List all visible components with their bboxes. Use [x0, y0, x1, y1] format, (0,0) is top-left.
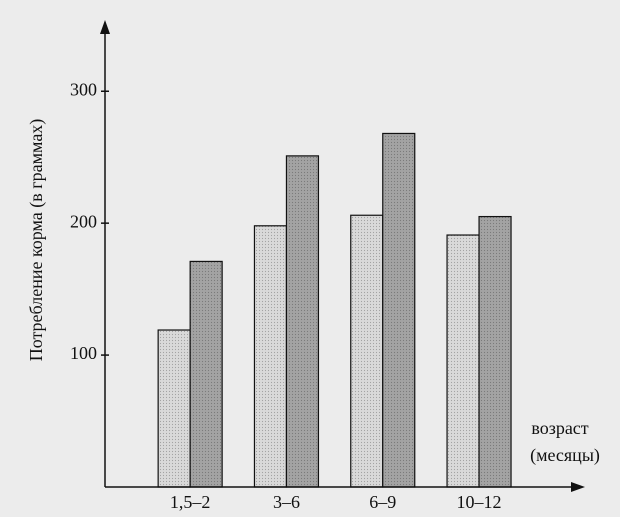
x-axis-label: (месяцы): [530, 445, 600, 466]
x-tick-label: 3–6: [273, 492, 300, 512]
y-axis-arrow: [100, 20, 110, 34]
x-axis-arrow: [571, 482, 585, 492]
y-tick-label: 100: [70, 343, 97, 363]
bar-texture: [479, 216, 512, 488]
bar-texture: [254, 225, 287, 487]
bar-texture: [158, 330, 191, 487]
bar-texture: [447, 235, 480, 487]
x-tick-label: 10–12: [457, 492, 502, 512]
x-axis-label: возраст: [531, 418, 588, 438]
bar-texture: [286, 155, 319, 487]
y-tick-label: 200: [70, 211, 97, 231]
y-axis-label: Потребление корма (в граммах): [26, 119, 47, 362]
bar-texture: [382, 133, 415, 488]
y-tick-label: 300: [70, 79, 97, 99]
x-tick-label: 6–9: [369, 492, 396, 512]
bar-texture: [190, 261, 223, 487]
x-tick-label: 1,5–2: [170, 492, 211, 512]
bar-texture: [350, 215, 383, 488]
